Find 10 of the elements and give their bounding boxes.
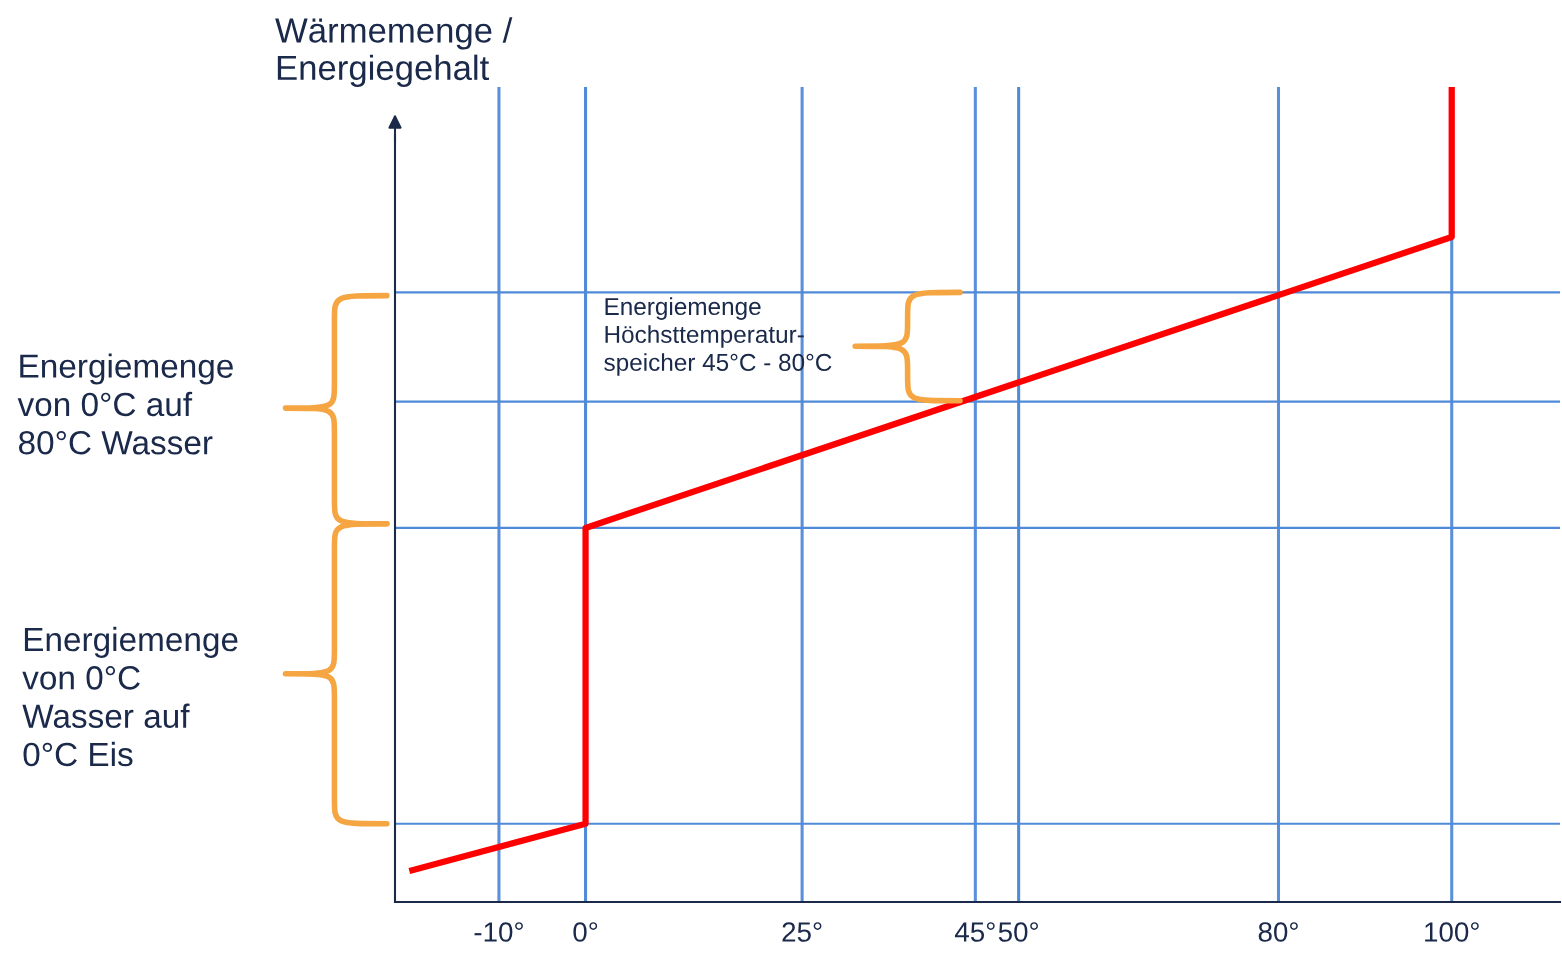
- y-axis-title: Wärmemenge / Energiegehalt: [275, 17, 513, 87]
- x-tick-label: 100°: [1425, 922, 1479, 942]
- text: Energiemenge von 0°C auf 80°C Wasser: [17, 353, 233, 455]
- x-tick-label: 50°: [998, 922, 1038, 942]
- x-tick-label: 80°: [1258, 922, 1298, 942]
- x-tick-label: -10°: [474, 922, 523, 942]
- x-tick-label: 25°: [782, 922, 822, 942]
- x-tick-label: 45°: [954, 922, 995, 942]
- x-tick-label: 0°: [573, 922, 598, 942]
- text: Energiemenge von 0°C Wasser auf 0°C Eis: [22, 626, 238, 767]
